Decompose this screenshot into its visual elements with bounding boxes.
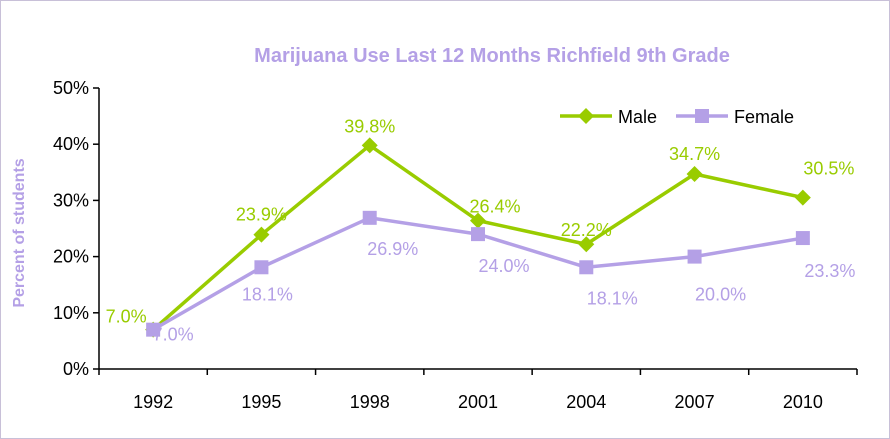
y-tick-label: 30% <box>53 190 89 210</box>
legend: Male Female <box>560 107 794 127</box>
data-point-male <box>686 165 703 182</box>
data-label-female: 18.1% <box>587 288 638 308</box>
chart-title: Marijuana Use Last 12 Months Richfield 9… <box>254 45 730 67</box>
data-point-female <box>146 322 161 337</box>
y-tick-labels: 0% 10% 20% 30% 40% 50% <box>53 78 89 379</box>
y-tick-label: 20% <box>53 247 89 267</box>
data-label-male: 39.8% <box>344 116 395 136</box>
data-point-male <box>470 212 486 229</box>
data-label-female: 18.1% <box>242 284 293 304</box>
y-tick-label: 50% <box>53 78 89 98</box>
data-point-male <box>794 189 811 206</box>
data-label-male: 30.5% <box>803 159 854 179</box>
data-label-female: 23.3% <box>804 261 855 281</box>
data-label-male: 34.7% <box>669 144 720 164</box>
data-label-male: 7.0% <box>106 307 147 327</box>
legend-label-male: Male <box>618 107 657 127</box>
x-tick-label: 1992 <box>133 392 173 412</box>
data-point-male <box>578 236 595 253</box>
x-tick-label: 1998 <box>350 392 390 412</box>
data-label-female: 24.0% <box>478 256 529 276</box>
x-tick-label: 2007 <box>675 392 715 412</box>
x-tick-label: 1995 <box>241 392 281 412</box>
legend-marker-male <box>578 108 594 124</box>
data-label-male: 23.9% <box>236 205 287 225</box>
data-label-male: 26.4% <box>469 197 520 217</box>
data-label-female: 7.0% <box>153 325 194 345</box>
legend-marker-female <box>695 109 709 123</box>
x-tick-label: 2010 <box>783 392 823 412</box>
data-point-female <box>795 231 810 246</box>
y-tick-label: 0% <box>63 359 89 379</box>
data-label-female: 26.9% <box>367 239 418 259</box>
data-point-male <box>253 226 270 243</box>
x-tick-labels: 1992 1995 1998 2001 2004 2007 2010 <box>133 392 823 412</box>
legend-label-female: Female <box>734 107 794 127</box>
data-point-female <box>687 249 702 264</box>
series-layer <box>145 137 811 338</box>
x-tick-label: 2004 <box>566 392 606 412</box>
y-tick-label: 10% <box>53 303 89 323</box>
data-point-female <box>254 260 269 275</box>
axes <box>93 87 858 375</box>
series-female <box>146 210 810 337</box>
data-label-female: 20.0% <box>695 285 746 305</box>
x-tick-label: 2001 <box>458 392 498 412</box>
data-point-female <box>471 227 485 242</box>
data-labels: 7.0% 23.9% 39.8% 26.4% 22.2% 34.7% 30.5% 7.0% 18… <box>106 116 856 344</box>
data-point-female <box>362 210 377 225</box>
y-tick-label: 40% <box>53 134 89 154</box>
data-label-male: 22.2% <box>561 220 612 240</box>
data-point-male <box>361 137 378 154</box>
data-point-female <box>579 260 594 275</box>
y-axis-title: Percent of students <box>11 158 28 307</box>
